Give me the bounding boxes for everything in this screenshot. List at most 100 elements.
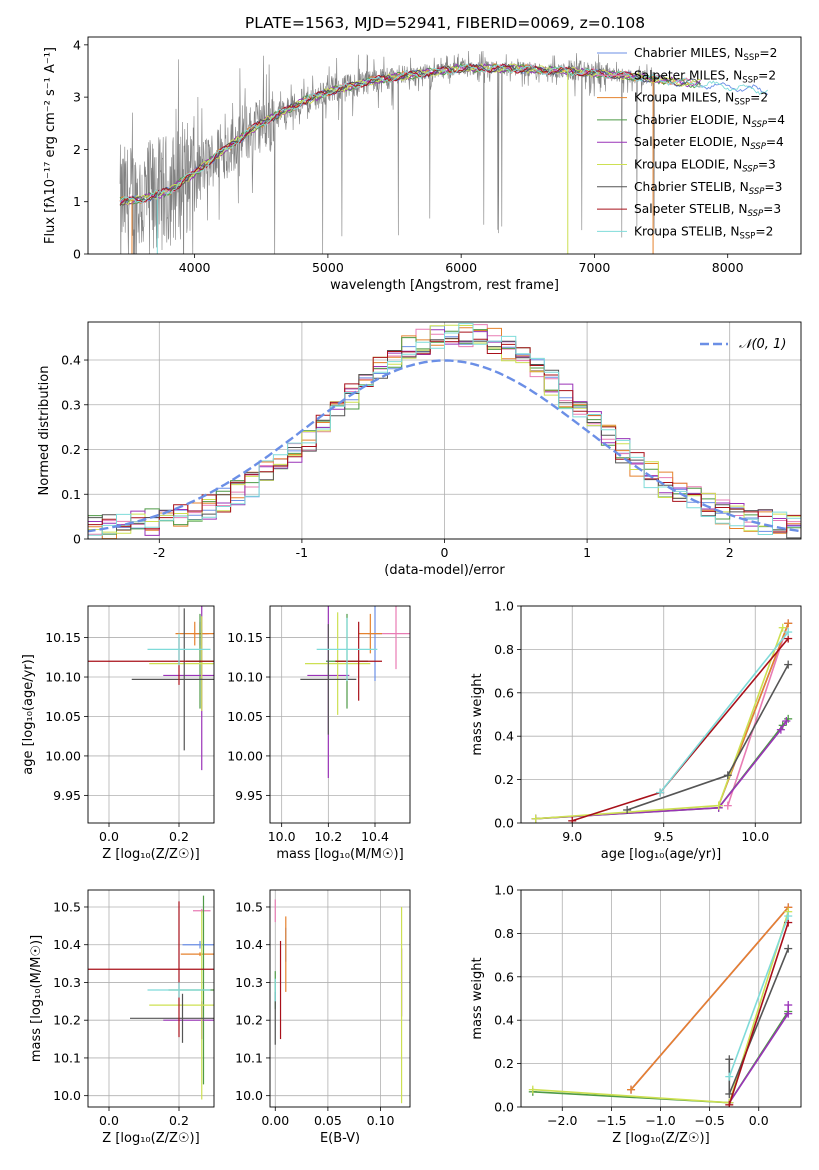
age-vs-Z-panel: 0.0 0.2 9.95 10.00 10.05 10.10 10.15 Z [log₁₀(Z… [21,605,215,862]
y-tick-label: 0.1 [61,487,81,502]
marker-kroupa-stelib [784,628,793,637]
axes-frame [87,36,802,255]
y-tick-label: 10.1 [235,1050,263,1065]
y-tick-label: 0.2 [61,442,81,457]
model-kroupa-elodie [119,63,701,206]
age-vs-mass-plot-area [300,606,410,779]
marker-salpeter-stelib [568,816,577,823]
y-tick-label: 10.15 [227,630,263,645]
marker-kroupa-miles [784,619,793,628]
mass-vs-EBV-plot-area [274,899,403,1104]
marker-salpeter-elodie [782,717,791,726]
x-tick-label: 0.0 [99,1113,119,1128]
marker-chabrier-stelib [623,805,632,814]
x-tick-label: 6000 [445,260,477,275]
x-tick-label: 5000 [312,260,344,275]
axes-frame [520,889,802,1108]
x-axis-label: Z [log₁₀(Z/Z☉)] [102,847,199,862]
y-axis-label: age [log₁₀(age/yr)] [21,654,36,775]
legend-label-chabrier-miles: Chabrier MILES, NSSP=2 [634,46,777,63]
mass-weight-vs-age-panel: 9.0 9.5 10.0 0.0 0.2 0.4 0.6 0.8 1.0 age [log₁₀(a… [470,599,802,862]
axes-frame [269,889,411,1108]
x-tick-label: 10.0 [741,829,769,844]
model-kroupa-stelib [119,63,768,204]
y-tick-label: 2 [73,142,81,157]
x-axis-label: Z [log₁₀(Z/Z☉)] [102,1131,199,1146]
y-tick-label: 10.1 [53,1050,81,1065]
y-tick-label: 0.3 [61,397,81,412]
y-axis-label: mass weight [470,957,485,1039]
line-kroupa-miles [630,906,789,1091]
y-tick-label: 10.05 [227,709,263,724]
x-tick-label: 1 [583,545,591,560]
y-tick-label: 0.8 [494,926,514,941]
y-tick-label: 0.2 [494,772,514,787]
y-tick-label: 9.95 [235,788,263,803]
y-tick-label: 10.2 [235,1013,263,1028]
residuals-plot-area [88,323,801,539]
x-axis-label: (data-model)/error [384,563,505,578]
x-tick-label: -1 [296,545,308,560]
x-tick-label: 0.05 [314,1113,342,1128]
marker-salpeter-miles [723,801,732,810]
x-tick-label: 10.0 [268,829,296,844]
axes-frame [87,321,802,540]
x-tick-label: 9.5 [654,829,674,844]
line-kroupa-elodie [535,627,784,820]
axes-frame [87,889,215,1108]
marker-salpeter-stelib [725,1100,734,1107]
y-tick-label: 10.0 [235,1088,263,1103]
line-kroupa-stelib [728,915,789,1077]
y-tick-label: 0.6 [494,685,514,700]
y-tick-label: 10.4 [53,937,81,952]
y-tick-label: 0.4 [61,353,81,368]
y-tick-label: 4 [73,37,81,52]
marker-kroupa-elodie [531,814,540,823]
marker-salpeter-elodie [784,1009,793,1018]
marker-chabrier-stelib [725,1055,734,1064]
x-tick-label: −1.0 [645,1113,675,1128]
y-tick-label: 0.6 [494,969,514,984]
y-axis-label: mass [log₁₀(M/M☉)] [29,935,44,1062]
y-tick-label: 1.0 [494,599,514,614]
x-tick-label: 7000 [579,260,611,275]
legend-label-kroupa-miles: Kroupa MILES, NSSP=2 [634,91,768,108]
y-axis-label: Flux [fλ10⁻¹⁷ erg cm⁻² s⁻¹ A⁻¹] [43,47,58,244]
legend-label-chabrier-elodie: Chabrier ELODIE, NSSP=4 [634,113,785,130]
x-tick-label: −2.0 [547,1113,577,1128]
marker-salpeter-elodie [776,725,785,734]
x-tick-label: 2 [726,545,734,560]
legend-label-kroupa-stelib: Kroupa STELIB, NSSP=2 [634,224,773,241]
axes-frame [269,605,411,824]
mass-vs-Z-panel: 0.0 0.2 10.0 10.1 10.2 10.3 10.4 10.5 Z [log₁₀(Z… [29,889,215,1146]
x-axis-label: Z [log₁₀(Z/Z☉)] [612,1131,709,1146]
x-tick-label: 0.2 [169,829,189,844]
x-tick-label: 0.00 [261,1113,289,1128]
x-tick-label: 0.0 [99,829,119,844]
y-tick-label: 10.15 [45,630,81,645]
marker-chabrier-stelib [725,1089,734,1098]
x-tick-label: 0 [441,545,449,560]
x-axis-label: age [log₁₀(age/yr)] [601,847,722,862]
spectrum-legend: Chabrier MILES, NSSP=2 Salpeter MILES, NS… [597,46,785,241]
y-tick-label: 10.0 [53,1088,81,1103]
x-tick-label: 0.0 [749,1113,769,1128]
age-vs-Z-plot-area [88,606,214,771]
marker-kroupa-stelib [725,1072,734,1081]
marker-chabrier-stelib [723,771,732,780]
mass-vs-EBV-panel: 0.00 0.05 0.10 10.0 10.1 10.2 10.3 10.4 10.5 E(B-… [235,889,411,1146]
legend-label-salpeter-elodie: Salpeter ELODIE, NSSP=4 [634,135,784,152]
x-tick-label: −1.5 [596,1113,626,1128]
y-tick-label: 0.0 [494,1100,514,1115]
age-vs-mass-panel: 10.0 10.2 10.4 9.95 10.00 10.05 10.10 10.15 mass… [227,605,411,862]
mass-weight-vs-Z-panel: −2.0 −1.5 −1.0 −0.5 0.0 0.0 0.2 0.4 0.6 0.8 1.0 Z [… [470,883,802,1146]
y-tick-label: 10.05 [45,709,81,724]
marker-kroupa-miles [627,1085,636,1094]
marker-kroupa-elodie [778,623,787,632]
axes-frame [87,605,215,824]
line-salpeter-stelib [728,922,789,1106]
marker-kroupa-stelib [656,788,665,797]
y-tick-label: 3 [73,90,81,105]
line-salpeter-stelib [571,637,789,822]
